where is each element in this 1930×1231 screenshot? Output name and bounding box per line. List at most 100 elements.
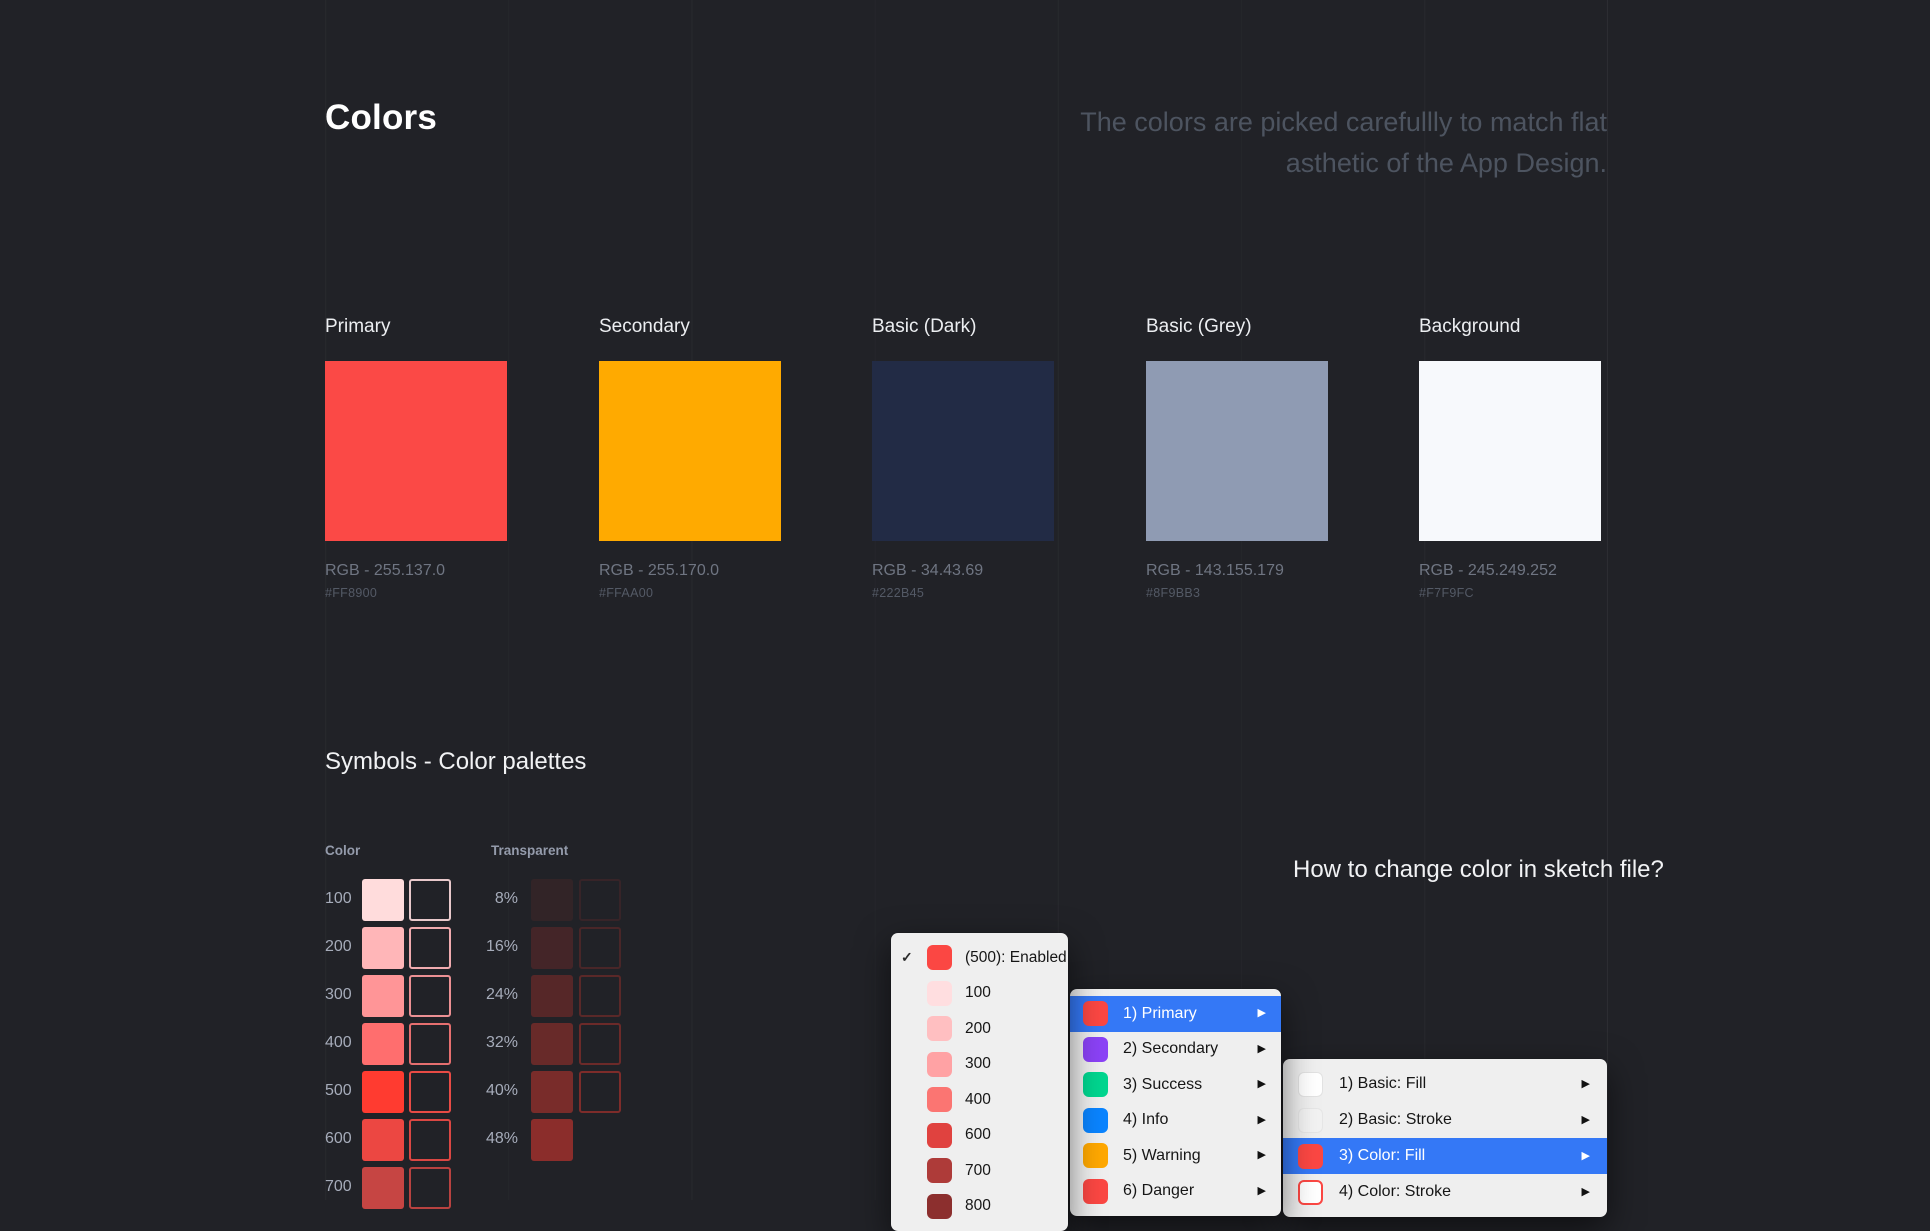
menu-item-warning[interactable]: 5) Warning ▶ bbox=[1070, 1138, 1281, 1174]
menu-item-basic-fill[interactable]: 1) Basic: Fill ▶ bbox=[1283, 1066, 1607, 1102]
menu-item-label: 3) Color: Fill bbox=[1339, 1147, 1426, 1164]
color-swatch-icon bbox=[1298, 1143, 1323, 1169]
fill-swatch bbox=[531, 879, 573, 921]
fill-swatch bbox=[531, 1023, 573, 1065]
fill-swatch bbox=[362, 879, 404, 921]
color-swatch-icon bbox=[1298, 1107, 1323, 1133]
stroke-swatch bbox=[579, 1071, 621, 1113]
submenu-arrow-icon: ▶ bbox=[1257, 1078, 1266, 1091]
swatch-rgb-value: RGB - 34.43.69 bbox=[872, 562, 984, 579]
menu-item-color-fill[interactable]: 3) Color: Fill ▶ bbox=[1283, 1138, 1607, 1174]
menu-item-label: (500): Enabled bbox=[965, 948, 1067, 966]
menu-item-label: 200 bbox=[965, 1019, 991, 1037]
transparent-row-label: 16% bbox=[485, 938, 518, 955]
submenu-arrow-icon: ▶ bbox=[1257, 1007, 1266, 1020]
palette-row-label: 500 bbox=[325, 1082, 352, 1099]
swatch-card-basic-grey: Basic (Grey) RGB - 143.155.179 #8F9BB3 bbox=[1146, 316, 1328, 600]
palette-row-label: 100 bbox=[325, 890, 352, 907]
fill-swatch bbox=[362, 975, 404, 1017]
stroke-swatch bbox=[409, 1167, 451, 1209]
swatch-card-basic-dark: Basic (Dark) RGB - 34.43.69 #222B45 bbox=[872, 316, 1054, 600]
palette-row-label: 300 bbox=[325, 986, 352, 1003]
menu-item-color-stroke[interactable]: 4) Color: Stroke ▶ bbox=[1283, 1174, 1607, 1210]
color-swatch-icon bbox=[1083, 1072, 1108, 1098]
swatch-rgb-value: RGB - 143.155.179 bbox=[1146, 562, 1284, 579]
menu-item-300[interactable]: 300 bbox=[891, 1047, 1068, 1083]
menu-item-600[interactable]: 600 bbox=[891, 1118, 1068, 1154]
transparent-row-label: 32% bbox=[485, 1034, 518, 1051]
page-title: Colors bbox=[325, 98, 438, 137]
color-swatch-icon bbox=[927, 1051, 952, 1077]
fill-swatch bbox=[362, 927, 404, 969]
color-swatch-icon bbox=[1298, 1071, 1323, 1097]
menu-item-label: 6) Danger bbox=[1123, 1182, 1195, 1200]
swatch-hex-value: #FFAA00 bbox=[599, 586, 654, 600]
fill-swatch bbox=[531, 975, 573, 1017]
menu-item-info[interactable]: 4) Info ▶ bbox=[1070, 1103, 1281, 1139]
menu-item-label: 4) Info bbox=[1123, 1111, 1169, 1129]
menu-item-label: 1) Basic: Fill bbox=[1339, 1075, 1427, 1092]
menu-item-success[interactable]: 3) Success ▶ bbox=[1070, 1067, 1281, 1103]
submenu-arrow-icon: ▶ bbox=[1257, 1113, 1266, 1126]
page-description-line1: The colors are picked carefullly to matc… bbox=[1080, 107, 1607, 137]
menu-item-800[interactable]: 800 bbox=[891, 1189, 1068, 1225]
palette-row-label: 600 bbox=[325, 1130, 352, 1147]
stroke-swatch bbox=[409, 879, 451, 921]
submenu-arrow-icon: ▶ bbox=[1581, 1113, 1590, 1126]
swatch-hex-value: #F7F9FC bbox=[1419, 586, 1474, 600]
menu-item-label: 4) Color: Stroke bbox=[1339, 1183, 1452, 1200]
menu-item-400[interactable]: 400 bbox=[891, 1082, 1068, 1118]
check-icon: ✓ bbox=[901, 949, 913, 966]
color-swatch-icon bbox=[1083, 1107, 1108, 1133]
transparent-row-label: 48% bbox=[485, 1130, 518, 1147]
color-swatch-icon bbox=[927, 1158, 952, 1184]
swatch-hex-value: #8F9BB3 bbox=[1146, 586, 1201, 600]
color-swatch bbox=[325, 361, 507, 541]
section-title-symbols: Symbols - Color palettes bbox=[325, 748, 587, 775]
swatch-card-secondary: Secondary RGB - 255.170.0 #FFAA00 bbox=[599, 316, 781, 600]
palette-row-label: 700 bbox=[325, 1178, 352, 1195]
color-swatch-icon bbox=[927, 1122, 952, 1148]
context-menu-states: 1) Primary ▶ 2) Secondary ▶ 3) Success ▶… bbox=[1070, 989, 1281, 1216]
menu-item-danger[interactable]: 6) Danger ▶ bbox=[1070, 1174, 1281, 1210]
swatch-card-label: Primary bbox=[325, 316, 391, 337]
fill-swatch bbox=[362, 1071, 404, 1113]
swatch-hex-value: #222B45 bbox=[872, 586, 925, 600]
menu-item-200[interactable]: 200 bbox=[891, 1011, 1068, 1047]
submenu-arrow-icon: ▶ bbox=[1581, 1077, 1590, 1090]
color-swatch bbox=[599, 361, 781, 541]
transparent-row-label: 24% bbox=[485, 986, 518, 1003]
color-swatch-icon bbox=[927, 1193, 952, 1219]
swatch-card-label: Secondary bbox=[599, 316, 690, 337]
swatch-card-primary: Primary RGB - 255.137.0 #FF8900 bbox=[325, 316, 507, 600]
menu-item-label: 700 bbox=[965, 1161, 991, 1179]
swatch-rgb-value: RGB - 255.137.0 bbox=[325, 562, 446, 579]
color-swatch-icon bbox=[1083, 1178, 1108, 1204]
transparent-row-label: 8% bbox=[494, 890, 518, 907]
submenu-arrow-icon: ▶ bbox=[1581, 1149, 1590, 1162]
menu-item-700[interactable]: 700 bbox=[891, 1153, 1068, 1189]
palette-row-label: 400 bbox=[325, 1034, 352, 1051]
menu-item-basic-stroke[interactable]: 2) Basic: Stroke ▶ bbox=[1283, 1102, 1607, 1138]
menu-item-secondary[interactable]: 2) Secondary ▶ bbox=[1070, 1032, 1281, 1068]
stroke-swatch bbox=[579, 1023, 621, 1065]
stroke-swatch bbox=[579, 879, 621, 921]
menu-item-label: 100 bbox=[965, 984, 991, 1002]
submenu-arrow-icon: ▶ bbox=[1257, 1042, 1266, 1055]
stroke-swatch bbox=[409, 1023, 451, 1065]
submenu-arrow-icon: ▶ bbox=[1257, 1149, 1266, 1162]
fill-swatch bbox=[531, 927, 573, 969]
menu-item-100[interactable]: 100 bbox=[891, 976, 1068, 1012]
swatch-card-label: Background bbox=[1419, 316, 1521, 337]
color-swatch-icon bbox=[1083, 1143, 1108, 1169]
context-menu-overrides: 1) Basic: Fill ▶ 2) Basic: Stroke ▶ 3) C… bbox=[1283, 1059, 1607, 1217]
fill-swatch bbox=[531, 1119, 573, 1161]
menu-item-500-enabled[interactable]: ✓ (500): Enabled bbox=[891, 940, 1068, 976]
menu-item-primary[interactable]: 1) Primary ▶ bbox=[1070, 996, 1281, 1032]
column-header-transparent: Transparent bbox=[491, 843, 569, 858]
context-menu-weights: ✓ (500): Enabled 100 200 300 400 600 700… bbox=[891, 933, 1068, 1231]
submenu-arrow-icon: ▶ bbox=[1257, 1184, 1266, 1197]
submenu-arrow-icon: ▶ bbox=[1581, 1185, 1590, 1198]
menu-item-label: 400 bbox=[965, 1090, 991, 1108]
stroke-swatch bbox=[409, 1119, 451, 1161]
